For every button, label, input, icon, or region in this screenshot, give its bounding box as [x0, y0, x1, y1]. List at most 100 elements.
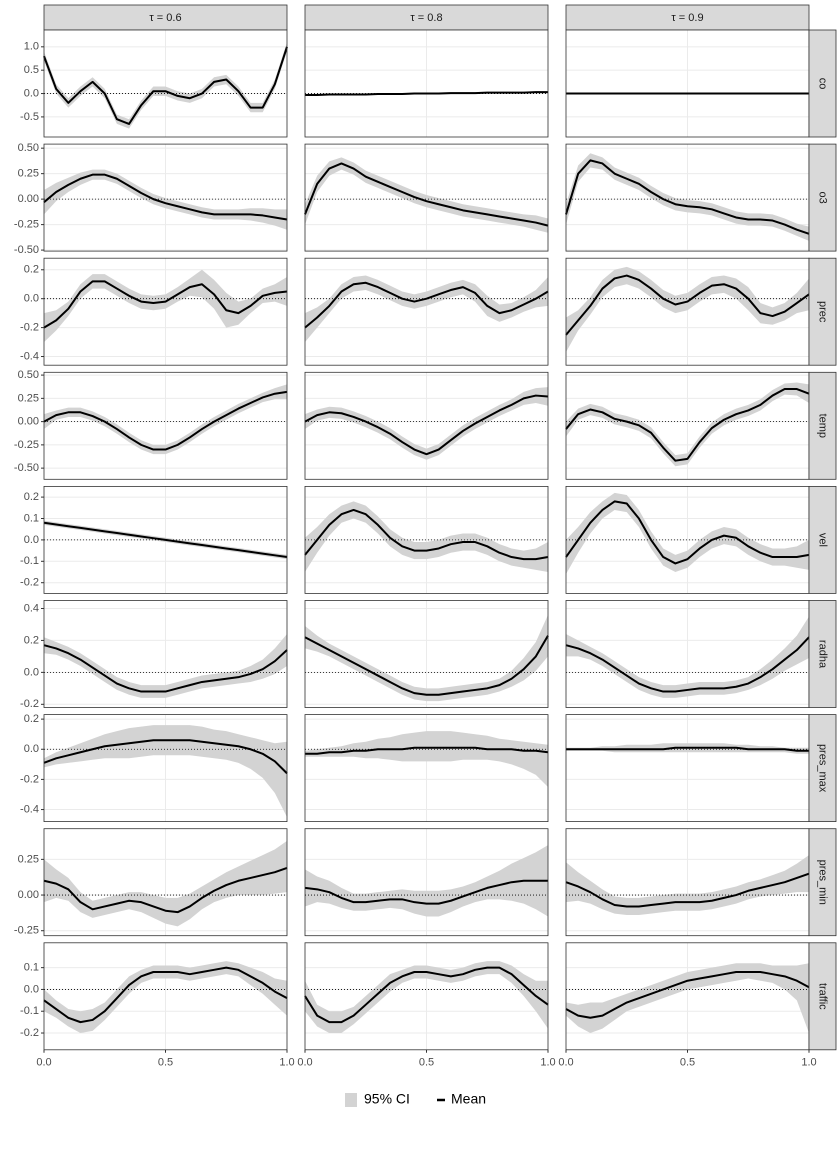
y-tick-label: -0.2	[20, 322, 39, 334]
y-tick-label: 0.4	[24, 602, 39, 614]
mean-line	[565, 636, 810, 693]
panel-border	[304, 371, 549, 480]
x-tick-label: 0.5	[158, 1057, 173, 1069]
y-tick-label: 0.00	[18, 889, 39, 901]
x-tick-label: 0.0	[36, 1057, 51, 1069]
y-tick-label: -0.4	[20, 803, 39, 815]
y-tick-label: 0.1	[24, 512, 39, 524]
facet-row-label: traffic	[817, 983, 829, 1010]
facet-strip	[565, 4, 810, 31]
panel-border	[43, 600, 288, 708]
y-tick-label: 0.0	[24, 666, 39, 678]
y-tick-label: -0.5	[20, 111, 39, 123]
ci-band	[305, 387, 548, 460]
x-tick-label: 0.5	[419, 1057, 434, 1069]
mean-line	[43, 866, 288, 914]
facet-row-label: pres_min	[817, 860, 829, 905]
mean-line	[565, 500, 810, 565]
y-tick-label: -0.50	[14, 244, 39, 256]
ci-band	[305, 961, 548, 1034]
mean-line	[304, 394, 549, 456]
facet-strip	[304, 4, 549, 31]
mean-line	[565, 388, 810, 462]
y-tick-label: -0.2	[20, 698, 39, 710]
y-tick-label: -0.50	[14, 462, 39, 474]
facet-strip	[808, 143, 837, 252]
mean-line	[565, 274, 810, 336]
x-tick-label: 1.0	[540, 1057, 555, 1069]
facet-strip	[808, 828, 837, 937]
ci-band	[44, 634, 287, 698]
facet-strip	[808, 600, 837, 708]
ci-band	[566, 963, 809, 1034]
x-tick-label: 0.0	[558, 1057, 573, 1069]
y-tick-label: 0.2	[24, 634, 39, 646]
facet-column-label: τ = 0.6	[149, 12, 181, 24]
x-tick-label: 0.5	[680, 1057, 695, 1069]
x-tick-label: 1.0	[801, 1057, 816, 1069]
y-tick-label: 0.5	[24, 64, 39, 76]
mean-line	[43, 644, 288, 693]
legend-label: 95% CI	[364, 1091, 410, 1107]
legend-label: Mean	[451, 1091, 486, 1107]
panel-border	[43, 257, 288, 366]
mean-line	[43, 280, 288, 329]
ci-band	[305, 731, 548, 787]
ci-band	[44, 384, 287, 455]
y-tick-label: -0.2	[20, 1027, 39, 1039]
ci-band	[305, 501, 548, 572]
facet-strip	[808, 942, 837, 1051]
mean-line	[304, 281, 549, 329]
y-tick-label: 0.0	[24, 87, 39, 99]
facet-strip	[808, 371, 837, 480]
mean-line	[304, 966, 549, 1024]
ci-band	[566, 492, 809, 575]
y-tick-label: -0.25	[14, 219, 39, 231]
y-tick-label: -0.4	[20, 350, 39, 362]
panel-border	[43, 371, 288, 480]
facet-row-label: co	[817, 78, 829, 90]
y-tick-label: -0.2	[20, 773, 39, 785]
ci-band	[44, 961, 287, 1034]
facet-row-label: prec	[817, 301, 829, 323]
mean-line	[43, 966, 288, 1024]
mean-line	[565, 872, 810, 908]
y-tick-label: 0.00	[18, 193, 39, 205]
mean-line	[43, 390, 288, 451]
y-tick-label: 0.2	[24, 264, 39, 276]
y-tick-label: 0.0	[24, 293, 39, 305]
facet-column-label: τ = 0.9	[671, 12, 703, 24]
y-tick-label: 0.50	[18, 369, 39, 381]
y-tick-label: 1.0	[24, 41, 39, 53]
y-tick-label: -0.2	[20, 577, 39, 589]
facet-row-label: o3	[817, 191, 829, 203]
mean-line	[43, 173, 288, 221]
x-tick-label: 0.0	[297, 1057, 312, 1069]
panel-border	[304, 828, 549, 937]
y-tick-label: -0.1	[20, 555, 39, 567]
ci-band	[44, 269, 287, 343]
mean-line	[304, 508, 549, 561]
facet-strip	[808, 485, 837, 594]
panel-border	[304, 714, 549, 822]
panel-border	[43, 714, 288, 822]
facet-strip	[43, 4, 288, 31]
mean-line	[565, 971, 810, 1019]
facet-strip	[808, 29, 837, 138]
ci-band	[566, 855, 809, 916]
y-tick-label: 0.2	[24, 491, 39, 503]
mean-line	[304, 635, 549, 696]
mean-line	[43, 521, 288, 559]
ci-band	[305, 614, 548, 702]
panel-border	[43, 29, 288, 138]
y-tick-label: 0.0	[24, 534, 39, 546]
legend-key	[345, 1093, 357, 1107]
y-tick-label: 0.25	[18, 168, 39, 180]
panel-border	[43, 143, 288, 252]
panel-border	[304, 485, 549, 594]
ci-band	[566, 616, 809, 698]
facet-row-label: pres_max	[817, 744, 829, 793]
ci-band	[44, 42, 287, 129]
y-tick-label: -0.1	[20, 1005, 39, 1017]
